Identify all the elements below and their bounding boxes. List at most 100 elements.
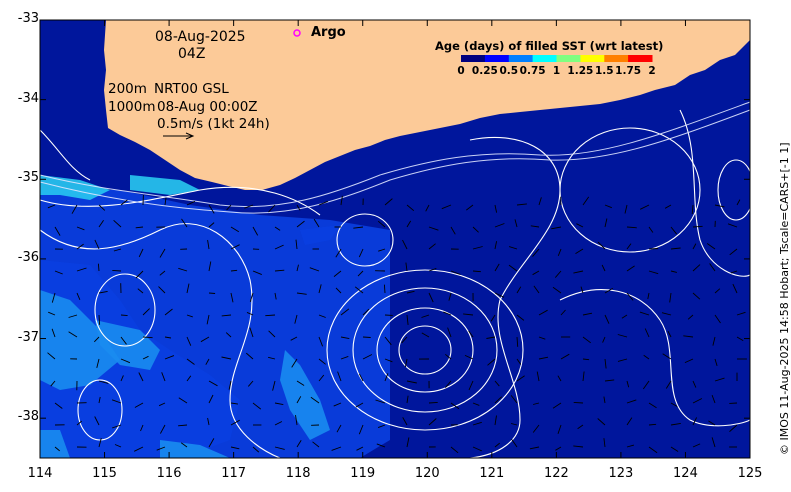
current-vector bbox=[336, 424, 342, 433]
current-vector bbox=[252, 226, 259, 236]
current-vector bbox=[402, 239, 408, 250]
current-vector bbox=[54, 446, 60, 452]
current-vector bbox=[296, 204, 301, 211]
current-vector bbox=[98, 380, 109, 384]
current-vector bbox=[582, 196, 590, 206]
current-vector bbox=[208, 261, 212, 272]
current-vector bbox=[510, 395, 518, 404]
current-vector bbox=[597, 418, 606, 426]
current-vector bbox=[296, 396, 302, 404]
sst-patches bbox=[40, 175, 390, 458]
legend-color-segment bbox=[484, 55, 510, 62]
current-vector bbox=[602, 336, 606, 343]
current-vector bbox=[295, 415, 298, 426]
current-vector bbox=[557, 248, 562, 256]
current-vector bbox=[516, 286, 522, 294]
current-vector bbox=[186, 283, 190, 294]
current-vector bbox=[112, 269, 122, 272]
current-vector bbox=[494, 442, 500, 448]
current-vector bbox=[137, 288, 144, 294]
current-vector bbox=[626, 243, 632, 250]
current-vector bbox=[186, 375, 192, 382]
current-vector bbox=[362, 308, 370, 316]
current-vector bbox=[490, 314, 496, 322]
current-vector bbox=[54, 226, 61, 236]
y-tick-label: -37 bbox=[17, 329, 39, 345]
current-vector bbox=[604, 358, 607, 369]
current-vector bbox=[318, 200, 328, 206]
current-vector bbox=[375, 399, 386, 404]
current-vector bbox=[516, 203, 527, 206]
current-vector bbox=[164, 197, 167, 206]
current-vector bbox=[687, 314, 694, 320]
current-vector bbox=[425, 204, 430, 212]
current-vector bbox=[113, 219, 122, 228]
current-vector bbox=[532, 402, 540, 405]
legend-color-segment bbox=[556, 55, 581, 62]
argo-label: Argo bbox=[311, 25, 346, 40]
current-vector bbox=[597, 241, 606, 250]
current-vector bbox=[639, 311, 650, 316]
current-vector bbox=[557, 424, 562, 434]
isobath-line bbox=[39, 109, 751, 214]
current-vector bbox=[730, 270, 738, 274]
current-vector bbox=[158, 286, 166, 294]
current-vector bbox=[290, 336, 298, 341]
current-vector bbox=[736, 311, 746, 316]
current-vector bbox=[463, 313, 474, 316]
current-vector bbox=[406, 395, 409, 404]
current-vector bbox=[573, 270, 584, 274]
current-vector bbox=[98, 314, 101, 325]
current-vector bbox=[246, 352, 254, 360]
current-vector bbox=[711, 437, 716, 448]
current-vector bbox=[140, 424, 144, 432]
current-vector bbox=[76, 226, 85, 231]
current-vector bbox=[670, 226, 678, 235]
legend-tick-label: 1 bbox=[552, 65, 561, 77]
current-vector bbox=[377, 424, 386, 429]
analysis-time-label: 08-Aug 00:00Z bbox=[157, 99, 258, 115]
current-vector bbox=[647, 292, 650, 300]
contour-ring bbox=[398, 325, 452, 375]
current-vector bbox=[405, 262, 408, 272]
current-vector bbox=[529, 446, 540, 450]
legend-color-segment bbox=[604, 55, 629, 62]
current-vector bbox=[580, 286, 584, 294]
sst-patch bbox=[280, 350, 330, 440]
current-vector bbox=[486, 336, 496, 339]
current-vector bbox=[355, 402, 364, 408]
contour-line bbox=[559, 289, 751, 427]
sst-patch bbox=[130, 175, 200, 195]
contour-ring bbox=[717, 159, 755, 221]
current-vector bbox=[582, 312, 593, 316]
current-vector bbox=[226, 204, 232, 211]
current-vector bbox=[714, 377, 725, 382]
current-vector bbox=[362, 336, 371, 338]
y-tick-label: -38 bbox=[17, 409, 39, 425]
plot-frame bbox=[39, 19, 751, 459]
current-vector bbox=[448, 292, 452, 301]
current-vector bbox=[230, 446, 240, 450]
current-vector bbox=[265, 314, 276, 317]
current-vector bbox=[93, 336, 100, 343]
current-vector bbox=[494, 396, 503, 404]
current-vector bbox=[310, 396, 320, 404]
current-vector bbox=[138, 372, 144, 382]
current-vector bbox=[648, 423, 657, 426]
x-tick-label: 123 bbox=[608, 466, 634, 481]
current-vector bbox=[353, 226, 364, 229]
current-vector bbox=[692, 243, 697, 250]
current-vector bbox=[51, 292, 56, 303]
current-vector bbox=[714, 288, 721, 294]
current-vector bbox=[335, 287, 342, 294]
current-vector bbox=[208, 394, 214, 404]
current-vector bbox=[421, 314, 430, 318]
current-vector bbox=[76, 420, 82, 426]
current-vector bbox=[71, 204, 78, 214]
current-vector bbox=[50, 380, 56, 387]
current-vector bbox=[113, 248, 122, 252]
current-vector bbox=[252, 446, 260, 453]
x-tick-label: 124 bbox=[673, 466, 698, 481]
y-tick-label: -35 bbox=[17, 170, 39, 186]
current-vector bbox=[274, 292, 277, 300]
